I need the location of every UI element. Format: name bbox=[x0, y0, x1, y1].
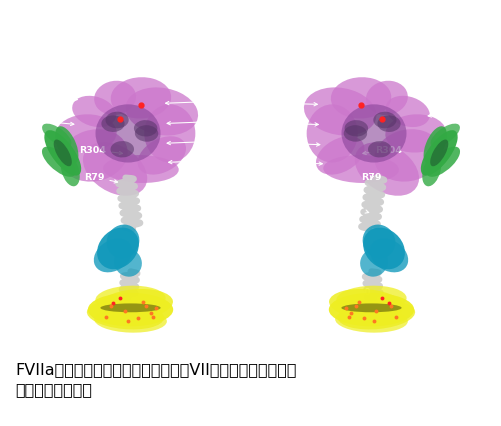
Text: G96: G96 bbox=[441, 162, 468, 171]
Ellipse shape bbox=[54, 140, 72, 167]
Text: R402: R402 bbox=[424, 60, 474, 69]
Ellipse shape bbox=[101, 116, 124, 132]
Ellipse shape bbox=[377, 116, 400, 132]
Ellipse shape bbox=[362, 225, 395, 259]
Text: G331: G331 bbox=[201, 138, 228, 147]
Ellipse shape bbox=[385, 97, 429, 128]
Text: E20: E20 bbox=[86, 288, 120, 297]
Text: G354: G354 bbox=[425, 82, 474, 92]
Ellipse shape bbox=[373, 112, 396, 129]
Text: R277: R277 bbox=[201, 157, 228, 166]
Ellipse shape bbox=[137, 137, 186, 175]
Ellipse shape bbox=[341, 105, 406, 163]
Ellipse shape bbox=[125, 88, 198, 136]
Ellipse shape bbox=[95, 105, 160, 163]
Ellipse shape bbox=[94, 239, 132, 273]
Ellipse shape bbox=[336, 286, 406, 313]
Ellipse shape bbox=[343, 126, 366, 142]
Ellipse shape bbox=[421, 155, 440, 187]
Ellipse shape bbox=[144, 105, 195, 163]
Ellipse shape bbox=[83, 143, 147, 196]
Ellipse shape bbox=[426, 147, 459, 177]
Text: T359: T359 bbox=[20, 76, 79, 85]
Ellipse shape bbox=[315, 137, 364, 175]
Ellipse shape bbox=[365, 81, 407, 116]
Text: R247: R247 bbox=[27, 43, 80, 52]
Text: E25: E25 bbox=[28, 255, 75, 264]
Ellipse shape bbox=[100, 304, 160, 313]
Ellipse shape bbox=[97, 228, 139, 270]
Ellipse shape bbox=[369, 239, 407, 273]
Ellipse shape bbox=[110, 142, 134, 158]
Ellipse shape bbox=[385, 115, 445, 153]
Ellipse shape bbox=[306, 105, 357, 163]
Text: R304: R304 bbox=[362, 146, 402, 155]
Ellipse shape bbox=[423, 127, 446, 164]
Ellipse shape bbox=[330, 78, 391, 119]
Ellipse shape bbox=[98, 289, 173, 320]
Text: R402: R402 bbox=[19, 60, 77, 69]
Ellipse shape bbox=[374, 130, 440, 182]
Text: G97: G97 bbox=[441, 152, 468, 161]
Text: R79: R79 bbox=[84, 173, 117, 184]
Text: Y68: Y68 bbox=[84, 203, 112, 214]
Text: R79: R79 bbox=[361, 173, 381, 182]
Ellipse shape bbox=[323, 155, 398, 184]
Ellipse shape bbox=[42, 147, 75, 177]
Ellipse shape bbox=[55, 127, 78, 164]
Text: G96: G96 bbox=[12, 162, 56, 171]
Text: G97: G97 bbox=[12, 152, 56, 161]
Ellipse shape bbox=[44, 131, 81, 176]
Ellipse shape bbox=[95, 286, 165, 313]
Text: H211: H211 bbox=[200, 58, 228, 67]
Ellipse shape bbox=[429, 140, 447, 167]
Ellipse shape bbox=[354, 143, 418, 196]
Ellipse shape bbox=[110, 78, 171, 119]
Text: E20: E20 bbox=[351, 288, 370, 297]
Text: G283: G283 bbox=[200, 76, 228, 85]
Ellipse shape bbox=[94, 81, 136, 116]
Ellipse shape bbox=[88, 293, 173, 327]
Text: FVIIaの立体構造と日本人の先天性第VII因子欠乏・異常症の
アミノ酸変異部位: FVIIaの立体構造と日本人の先天性第VII因子欠乏・異常症の アミノ酸変異部位 bbox=[15, 362, 296, 396]
Ellipse shape bbox=[359, 249, 387, 277]
Text: R110: R110 bbox=[7, 115, 74, 126]
Ellipse shape bbox=[362, 228, 404, 270]
Text: Mutation of Japanese individuals with FVII deficient: Mutation of Japanese individuals with FV… bbox=[37, 9, 464, 24]
Ellipse shape bbox=[105, 112, 128, 129]
Text: Y68: Y68 bbox=[341, 203, 368, 213]
Ellipse shape bbox=[103, 155, 178, 184]
Ellipse shape bbox=[72, 97, 116, 128]
Ellipse shape bbox=[61, 130, 127, 182]
Ellipse shape bbox=[303, 88, 376, 136]
Text: E25: E25 bbox=[427, 255, 466, 264]
Text: R304: R304 bbox=[79, 146, 122, 155]
Ellipse shape bbox=[328, 289, 403, 320]
Text: R110: R110 bbox=[427, 108, 474, 118]
Ellipse shape bbox=[328, 293, 413, 327]
Text: G354: G354 bbox=[13, 92, 77, 102]
Ellipse shape bbox=[56, 115, 116, 153]
Ellipse shape bbox=[87, 301, 164, 330]
Ellipse shape bbox=[134, 121, 157, 137]
Ellipse shape bbox=[344, 121, 367, 137]
Ellipse shape bbox=[135, 126, 158, 142]
Ellipse shape bbox=[61, 155, 80, 187]
Text: S339: S339 bbox=[201, 98, 227, 107]
Ellipse shape bbox=[335, 308, 407, 333]
Ellipse shape bbox=[94, 308, 166, 333]
Ellipse shape bbox=[337, 301, 414, 330]
Ellipse shape bbox=[114, 249, 142, 277]
Ellipse shape bbox=[106, 225, 139, 259]
Ellipse shape bbox=[42, 124, 71, 147]
Ellipse shape bbox=[367, 142, 391, 158]
Text: R247: R247 bbox=[421, 43, 474, 52]
Ellipse shape bbox=[420, 131, 457, 176]
Ellipse shape bbox=[430, 124, 459, 147]
Ellipse shape bbox=[341, 304, 401, 313]
Text: H348: H348 bbox=[200, 118, 228, 127]
